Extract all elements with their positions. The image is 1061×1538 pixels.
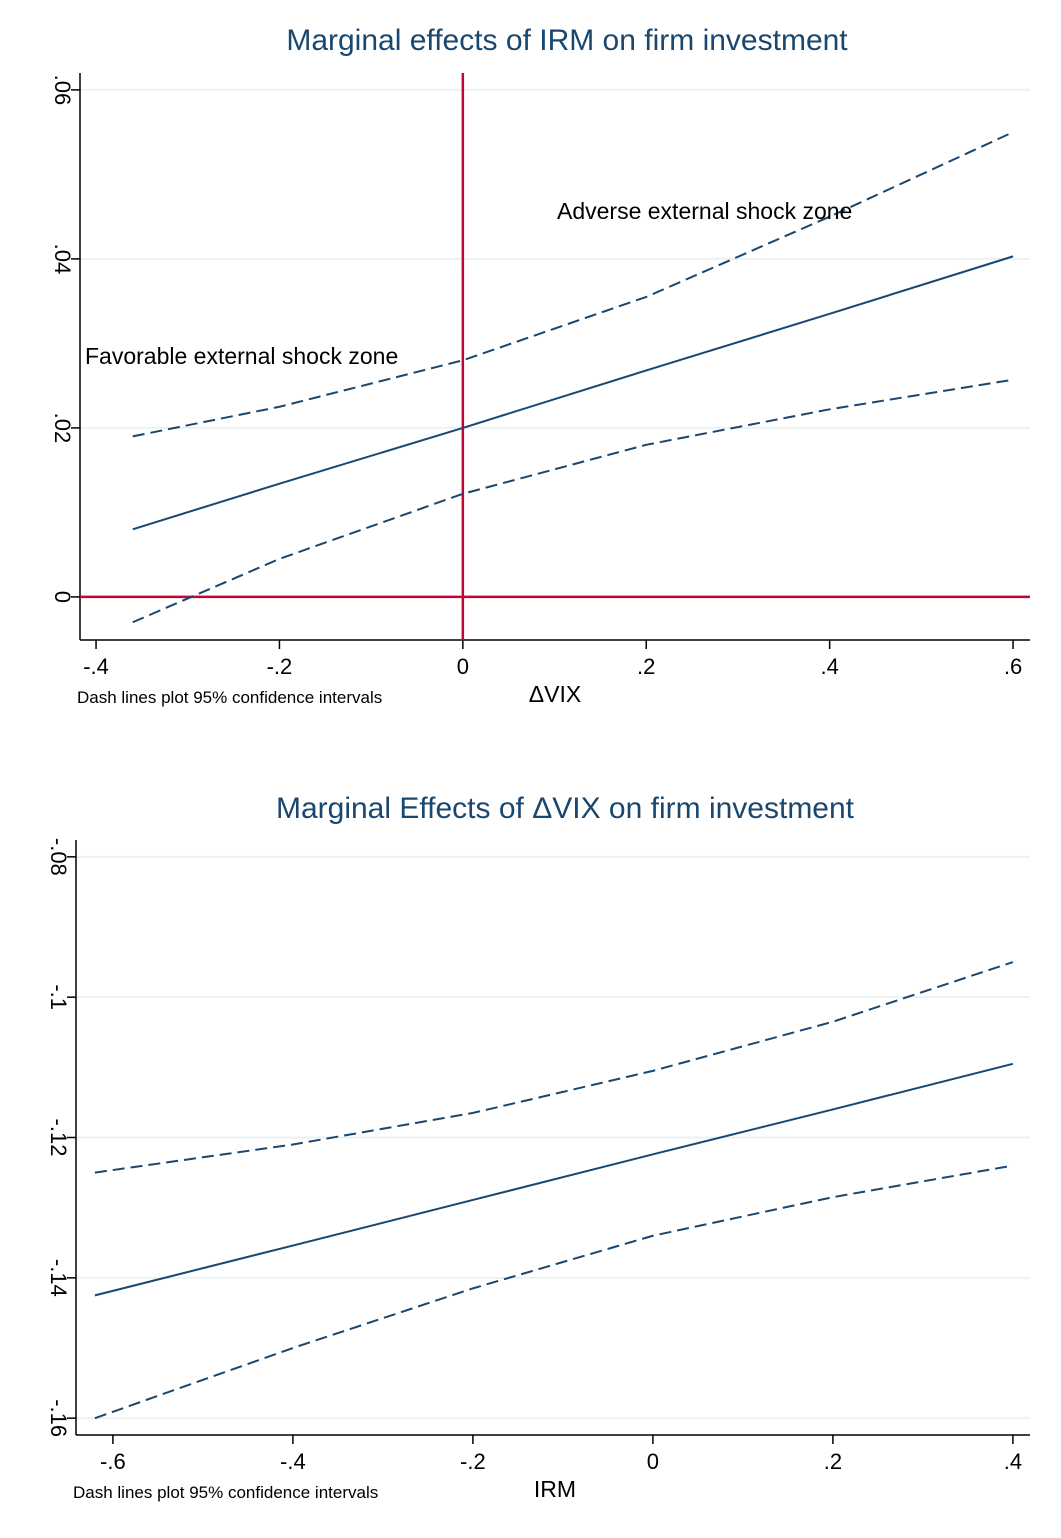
y-tick-label: -.14 — [46, 1259, 71, 1297]
x-tick-label: .4 — [820, 654, 838, 679]
x-tick-label: -.4 — [280, 1449, 306, 1474]
x-tick-label: -.2 — [460, 1449, 486, 1474]
estimate-line — [132, 255, 1014, 531]
note: Dash lines plot 95% confidence intervals — [77, 688, 382, 707]
plot-area — [80, 73, 1030, 640]
ci-line — [132, 131, 1014, 438]
ci-line — [94, 1164, 1014, 1420]
ci-line — [132, 378, 1014, 624]
x-tick-label: .4 — [1004, 1449, 1022, 1474]
estimate-line — [94, 1062, 1014, 1297]
ci-line — [94, 961, 1014, 1174]
y-tick-label: .02 — [50, 413, 75, 444]
x-tick-label: 0 — [457, 654, 469, 679]
x-tick-label: 0 — [647, 1449, 659, 1474]
chart-title: Marginal effects of IRM on firm investme… — [286, 24, 848, 57]
chart-title: Marginal Effects of ΔVIX on firm investm… — [276, 792, 855, 825]
y-tick-label: -.16 — [46, 1399, 71, 1437]
x-tick-label: .2 — [824, 1449, 842, 1474]
note: Dash lines plot 95% confidence intervals — [73, 1483, 378, 1502]
chart-panel: Marginal Effects of ΔVIX on firm investm… — [46, 792, 1030, 1502]
annotation: Adverse external shock zone — [557, 198, 852, 224]
y-tick-label: 0 — [50, 591, 75, 603]
y-tick-label: -.1 — [46, 984, 71, 1010]
y-tick-label: .04 — [50, 244, 75, 275]
annotation: Favorable external shock zone — [85, 343, 398, 369]
chart-panel: Marginal effects of IRM on firm investme… — [50, 24, 1030, 707]
x-axis-label: IRM — [534, 1476, 576, 1502]
x-tick-label: -.6 — [100, 1449, 126, 1474]
y-tick-label: -.12 — [46, 1119, 71, 1157]
x-tick-label: -.4 — [83, 654, 109, 679]
x-axis-label: ΔVIX — [529, 681, 581, 707]
x-tick-label: -.2 — [267, 654, 293, 679]
x-tick-label: .2 — [637, 654, 655, 679]
x-tick-label: .6 — [1004, 654, 1022, 679]
y-tick-label: .06 — [50, 75, 75, 106]
y-tick-label: -.08 — [46, 838, 71, 876]
